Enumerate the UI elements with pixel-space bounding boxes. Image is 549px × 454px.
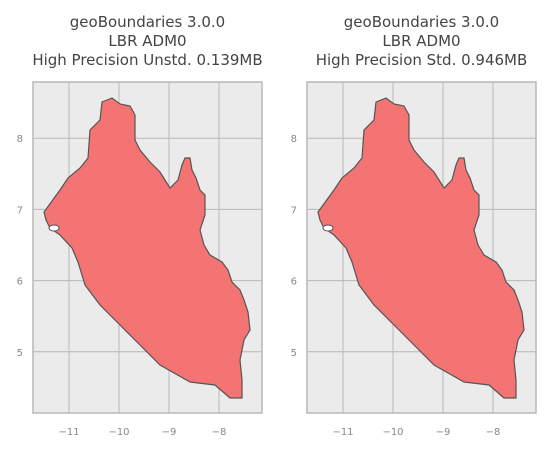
panel-title: geoBoundaries 3.0.0 xyxy=(70,13,225,31)
y-tick-label: 7 xyxy=(17,205,23,216)
x-tick-label: −11 xyxy=(332,427,353,438)
y-tick-label: 7 xyxy=(291,205,297,216)
panel-title: LBR ADM0 xyxy=(382,32,460,50)
plot-frame xyxy=(306,81,537,414)
y-tick-label: 5 xyxy=(291,348,297,359)
x-tick-label: −10 xyxy=(382,427,403,438)
plot-frame xyxy=(32,81,263,414)
x-tick-label: −8 xyxy=(486,427,501,438)
panel-title: High Precision Unstd. 0.139MB xyxy=(32,51,262,69)
x-tick-label: −8 xyxy=(212,427,227,438)
panel-title: geoBoundaries 3.0.0 xyxy=(344,13,499,31)
y-tick-label: 8 xyxy=(17,134,23,145)
x-tick-label: −11 xyxy=(58,427,79,438)
x-tick-label: −9 xyxy=(436,427,451,438)
y-tick-label: 6 xyxy=(291,277,297,288)
y-tick-label: 8 xyxy=(291,134,297,145)
panel-title: High Precision Std. 0.946MB xyxy=(316,51,528,69)
x-tick-label: −10 xyxy=(108,427,129,438)
panel-title: LBR ADM0 xyxy=(108,32,186,50)
y-tick-label: 5 xyxy=(17,348,23,359)
y-tick-label: 6 xyxy=(17,277,23,288)
x-tick-label: −9 xyxy=(162,427,177,438)
